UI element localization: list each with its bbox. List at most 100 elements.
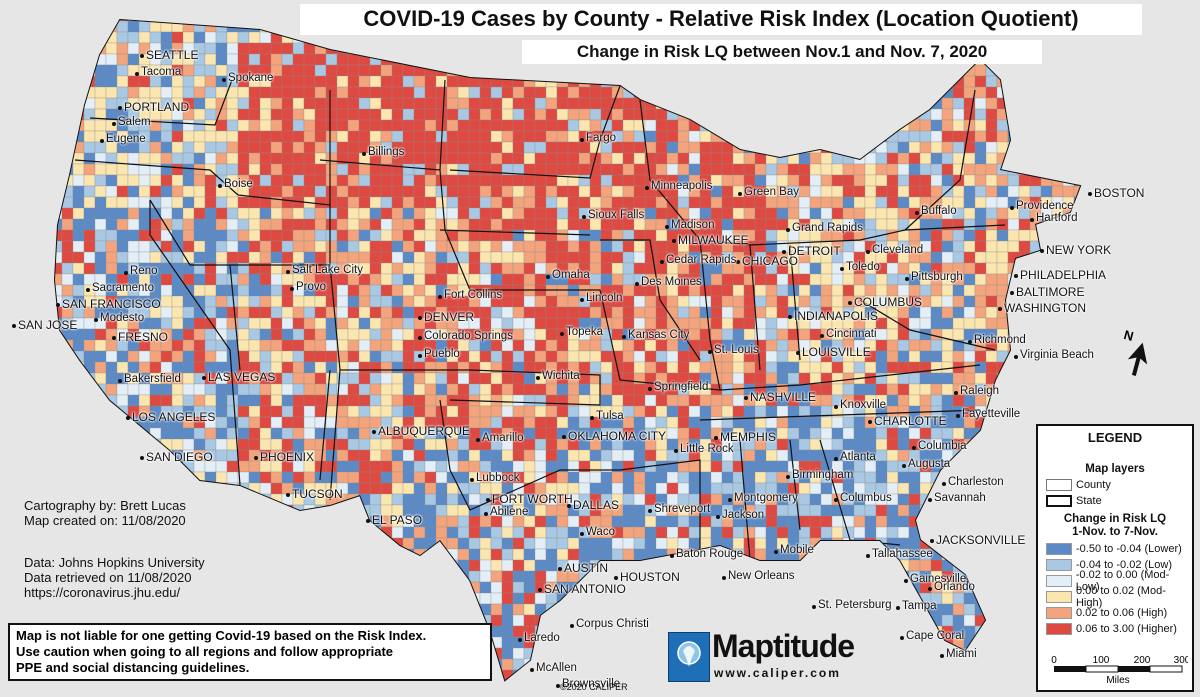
county-cell bbox=[1007, 229, 1020, 242]
county-cell bbox=[72, 218, 85, 231]
county-cell bbox=[1018, 471, 1031, 484]
county-cell bbox=[688, 559, 701, 572]
county-cell bbox=[369, 75, 382, 88]
county-cell bbox=[1007, 75, 1020, 88]
county-cell bbox=[820, 196, 833, 209]
county-cell bbox=[72, 273, 85, 286]
county-cell bbox=[402, 526, 415, 539]
county-cell bbox=[303, 141, 316, 154]
county-cell bbox=[831, 361, 844, 374]
county-cell bbox=[1029, 361, 1042, 374]
county-cell bbox=[952, 284, 965, 297]
county-cell bbox=[226, 548, 239, 561]
county-cell bbox=[193, 394, 206, 407]
county-cell bbox=[292, 42, 305, 55]
county-cell bbox=[402, 273, 415, 286]
county-cell bbox=[402, 570, 415, 583]
county-cell bbox=[303, 53, 316, 66]
county-cell bbox=[468, 86, 481, 99]
county-cell bbox=[270, 185, 283, 198]
county-cell bbox=[545, 119, 558, 132]
county-cell bbox=[55, 350, 63, 363]
county-cell bbox=[831, 559, 844, 572]
county-cell bbox=[61, 405, 74, 418]
county-cell bbox=[446, 262, 459, 275]
county-cell bbox=[435, 108, 448, 121]
county-cell bbox=[710, 163, 723, 176]
county-cell bbox=[369, 306, 382, 319]
county-cell bbox=[303, 471, 316, 484]
county-cell bbox=[105, 339, 118, 352]
county-cell bbox=[842, 273, 855, 286]
county-cell bbox=[402, 449, 415, 462]
county-cell bbox=[732, 394, 745, 407]
county-cell bbox=[798, 108, 811, 121]
county-cell bbox=[644, 515, 657, 528]
county-cell bbox=[347, 427, 360, 440]
county-cell bbox=[1007, 504, 1020, 517]
county-cell bbox=[809, 361, 822, 374]
county-cell bbox=[479, 97, 492, 110]
county-cell bbox=[182, 196, 195, 209]
county-cell bbox=[347, 482, 360, 495]
county-cell bbox=[952, 97, 965, 110]
county-cell bbox=[633, 174, 646, 187]
county-cell bbox=[831, 119, 844, 132]
county-cell bbox=[512, 306, 525, 319]
county-cell bbox=[72, 427, 85, 440]
county-cell bbox=[600, 251, 613, 264]
county-cell bbox=[611, 119, 624, 132]
county-cell bbox=[1062, 97, 1075, 110]
county-cell bbox=[919, 163, 932, 176]
county-cell bbox=[204, 570, 217, 583]
county-cell bbox=[369, 548, 382, 561]
county-cell bbox=[358, 416, 371, 429]
county-cell bbox=[314, 317, 327, 330]
county-cell bbox=[292, 53, 305, 66]
county-cell bbox=[424, 196, 437, 209]
county-cell bbox=[567, 515, 580, 528]
county-cell bbox=[886, 64, 899, 77]
county-cell bbox=[55, 284, 63, 297]
county-cell bbox=[941, 251, 954, 264]
county-cell bbox=[369, 163, 382, 176]
county-cell bbox=[83, 416, 96, 429]
county-cell bbox=[842, 75, 855, 88]
county-cell bbox=[391, 350, 404, 363]
county-cell bbox=[292, 350, 305, 363]
county-cell bbox=[468, 372, 481, 385]
county-cell bbox=[985, 185, 998, 198]
county-cell bbox=[402, 295, 415, 308]
county-cell bbox=[237, 196, 250, 209]
county-cell bbox=[424, 460, 437, 473]
county-cell bbox=[347, 64, 360, 77]
county-cell bbox=[600, 449, 613, 462]
county-cell bbox=[72, 284, 85, 297]
county-cell bbox=[985, 119, 998, 132]
county-cell bbox=[512, 152, 525, 165]
county-cell bbox=[655, 119, 668, 132]
county-cell bbox=[886, 108, 899, 121]
county-cell bbox=[281, 559, 294, 572]
county-cell bbox=[347, 295, 360, 308]
county-cell bbox=[413, 570, 426, 583]
county-cell bbox=[754, 537, 767, 550]
county-cell bbox=[248, 119, 261, 132]
county-cell bbox=[105, 218, 118, 231]
county-cell bbox=[985, 273, 998, 286]
county-cell bbox=[633, 196, 646, 209]
county-cell bbox=[611, 64, 624, 77]
county-cell bbox=[589, 273, 602, 286]
county-cell bbox=[952, 218, 965, 231]
county-cell bbox=[908, 196, 921, 209]
county-cell bbox=[501, 97, 514, 110]
county-cell bbox=[820, 559, 833, 572]
county-cell bbox=[809, 416, 822, 429]
county-cell bbox=[325, 218, 338, 231]
county-cell bbox=[743, 526, 756, 539]
county-cell bbox=[523, 152, 536, 165]
county-cell bbox=[831, 383, 844, 396]
county-cell bbox=[292, 119, 305, 132]
county-cell bbox=[622, 75, 635, 88]
